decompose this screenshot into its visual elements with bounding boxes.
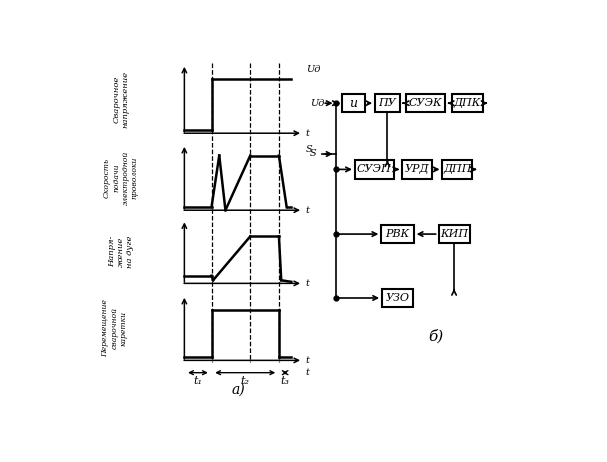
Text: t₂: t₂ [241, 376, 249, 386]
Bar [443, 160, 472, 179]
Bar [381, 225, 414, 243]
Text: СУЭК: СУЭК [409, 98, 443, 108]
Text: t: t [305, 279, 309, 288]
Bar [452, 94, 483, 112]
Text: ДПК: ДПК [453, 98, 481, 108]
Text: а): а) [231, 383, 245, 396]
Bar [355, 160, 393, 179]
Text: t₃: t₃ [280, 376, 290, 386]
Text: ПУ: ПУ [379, 98, 396, 108]
Text: t: t [305, 356, 309, 365]
Text: Напря-
жение
на дуге: Напря- жение на дуге [107, 236, 134, 268]
Text: Перемещение
сварочной
каретки: Перемещение сварочной каретки [101, 299, 128, 357]
Text: Скорость
подачи
электродной
проволоки: Скорость подачи электродной проволоки [103, 150, 138, 205]
Text: S: S [306, 145, 313, 154]
Text: Uд: Uд [310, 99, 324, 108]
Text: Uд: Uд [306, 65, 320, 74]
Bar [402, 160, 432, 179]
Text: t: t [305, 368, 309, 377]
Text: ДПП: ДПП [443, 164, 472, 174]
Bar [375, 94, 400, 112]
Text: t: t [305, 206, 309, 215]
Bar [406, 94, 445, 112]
Text: Сварочное
напряжение: Сварочное напряжение [112, 70, 129, 128]
Bar [382, 289, 413, 307]
Text: СУЭП: СУЭП [357, 164, 392, 174]
Text: УЗО: УЗО [385, 293, 410, 303]
Text: и: и [349, 97, 358, 109]
Text: б): б) [429, 329, 444, 344]
Text: УРД: УРД [405, 164, 429, 174]
Text: КИП: КИП [440, 229, 468, 239]
Text: РВК: РВК [385, 229, 410, 239]
Text: t₁: t₁ [194, 376, 203, 386]
Text: t: t [305, 129, 309, 138]
Text: S: S [310, 150, 316, 158]
Bar [342, 94, 365, 112]
Bar [439, 225, 470, 243]
